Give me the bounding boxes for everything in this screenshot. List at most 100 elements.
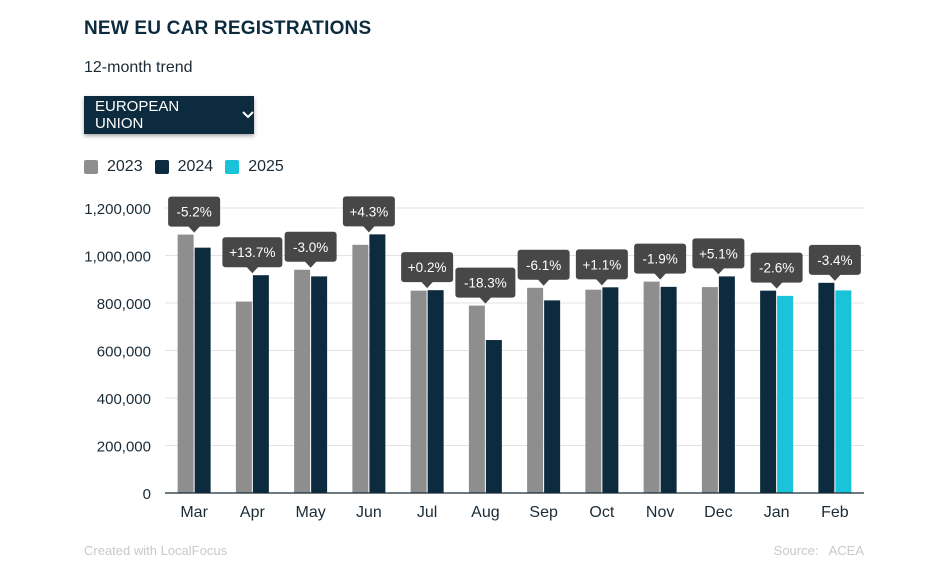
callout-label: +13.7% <box>229 245 275 260</box>
footer-source-value[interactable]: ACEA <box>828 543 864 558</box>
y-tick-label: 200,000 <box>97 439 151 456</box>
region-dropdown-label: EUROPEAN UNION <box>95 98 180 132</box>
change-callout: -2.6% <box>750 252 803 289</box>
bar-2023-dec[interactable] <box>701 287 718 493</box>
bar-2023-jun[interactable] <box>352 244 369 493</box>
x-tick-label: Mar <box>180 504 208 521</box>
change-callout: +5.1% <box>692 238 745 275</box>
bar-2024-dec[interactable] <box>718 276 735 493</box>
bar-2024-nov[interactable] <box>660 286 677 493</box>
legend-label-2024: 2024 <box>177 158 214 175</box>
callout-box <box>168 196 221 227</box>
y-tick-label: 600,000 <box>97 344 151 361</box>
callout-label: +5.1% <box>699 246 738 261</box>
change-callout: -18.3% <box>455 267 516 304</box>
bar-2023-oct[interactable] <box>585 289 602 493</box>
y-tick-label: 1,000,000 <box>84 249 151 266</box>
callout-label: -3.0% <box>293 240 328 255</box>
x-tick-label: Feb <box>821 504 849 521</box>
y-tick-label: 1,200,000 <box>84 201 151 218</box>
callout-box <box>455 267 516 298</box>
chevron-down-icon <box>242 109 254 121</box>
change-callout: +1.1% <box>575 249 628 286</box>
callout-box <box>634 243 687 274</box>
change-callout: -6.1% <box>517 249 570 286</box>
callout-pointer <box>479 297 492 304</box>
legend-item-2023[interactable]: 2023 <box>84 158 143 176</box>
change-callout: -3.4% <box>808 244 861 281</box>
bar-2024-jun[interactable] <box>369 234 386 494</box>
callout-box <box>808 244 861 275</box>
callout-label: -2.6% <box>759 261 794 276</box>
change-callout: +0.2% <box>401 252 454 289</box>
bar-2024-may[interactable] <box>311 276 328 493</box>
legend-swatch-2023 <box>84 160 98 174</box>
callout-label: -18.3% <box>464 276 507 291</box>
footer-source: Source: ACEA <box>774 543 864 558</box>
legend-item-2025[interactable]: 2025 <box>225 158 284 176</box>
x-tick-label: Jun <box>356 504 382 521</box>
callout-pointer <box>304 261 317 268</box>
bar-2023-apr[interactable] <box>235 301 252 493</box>
callout-label: -3.4% <box>817 253 852 268</box>
change-callout: -1.9% <box>634 243 687 280</box>
x-tick-label: Dec <box>704 504 732 521</box>
callout-pointer <box>770 282 783 289</box>
callout-box <box>575 249 628 280</box>
callout-box <box>342 196 395 227</box>
bar-2024-apr[interactable] <box>252 275 269 493</box>
bar-2024-mar[interactable] <box>194 247 211 493</box>
callout-pointer <box>828 274 841 281</box>
x-tick-label: Nov <box>646 504 674 521</box>
legend-swatch-2025 <box>225 160 240 174</box>
change-callout: -5.2% <box>168 196 221 233</box>
bar-2024-feb[interactable] <box>818 282 835 493</box>
callout-pointer <box>188 226 201 233</box>
callout-box <box>517 249 570 280</box>
callout-pointer <box>537 279 550 286</box>
change-callout: +4.3% <box>342 196 395 233</box>
bar-2023-nov[interactable] <box>643 281 660 493</box>
bar-2023-mar[interactable] <box>177 234 194 493</box>
bar-2024-jan[interactable] <box>760 290 777 493</box>
bar-2023-sep[interactable] <box>527 287 544 493</box>
callout-label: +1.1% <box>583 257 622 272</box>
callout-label: +4.3% <box>350 204 389 219</box>
change-callout: +13.7% <box>222 237 283 274</box>
region-dropdown[interactable]: EUROPEAN UNION <box>84 96 254 134</box>
callout-pointer <box>712 267 725 275</box>
chart-legend: 2023 2024 2025 <box>84 158 296 176</box>
bar-2023-may[interactable] <box>294 269 311 493</box>
callout-pointer <box>421 281 434 289</box>
y-tick-label: 800,000 <box>97 296 151 313</box>
x-tick-label: May <box>296 504 326 521</box>
bar-2025-jan[interactable] <box>777 295 794 493</box>
footer-source-label: Source: <box>773 543 819 558</box>
bar-2024-oct[interactable] <box>602 287 619 493</box>
legend-label-2025: 2025 <box>248 158 284 175</box>
y-tick-label: 400,000 <box>97 391 151 408</box>
legend-label-2023: 2023 <box>107 158 143 175</box>
chart-subtitle: 12-month trend <box>84 59 193 76</box>
callout-box <box>284 231 337 262</box>
chart-title: NEW EU CAR REGISTRATIONS <box>84 18 372 39</box>
bar-2023-aug[interactable] <box>468 305 485 493</box>
bar-2025-feb[interactable] <box>835 290 852 493</box>
bar-2024-sep[interactable] <box>544 300 561 493</box>
y-tick-label: 0 <box>143 486 151 503</box>
callout-box <box>401 252 454 283</box>
callout-label: -5.2% <box>176 205 211 220</box>
legend-item-2024[interactable]: 2024 <box>154 158 214 176</box>
bar-2024-aug[interactable] <box>485 340 502 493</box>
x-tick-label: Jan <box>764 504 790 521</box>
callout-label: -6.1% <box>526 258 561 273</box>
callout-pointer <box>362 225 375 233</box>
footer-credit[interactable]: Created with LocalFocus <box>84 543 228 558</box>
legend-swatch-2024 <box>154 160 169 174</box>
change-callout: -3.0% <box>284 231 337 268</box>
bar-2024-jul[interactable] <box>427 290 444 493</box>
x-tick-label: Aug <box>471 504 499 521</box>
bar-2023-jul[interactable] <box>410 290 427 493</box>
x-tick-label: Apr <box>240 504 266 521</box>
